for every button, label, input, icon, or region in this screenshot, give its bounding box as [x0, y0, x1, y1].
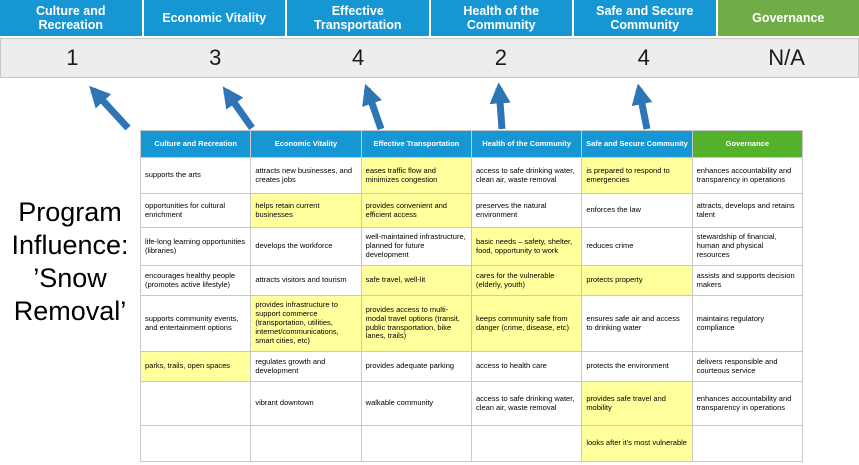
- influence-table: Culture and Recreation Economic Vitality E…: [139, 130, 804, 462]
- table-cell: attracts new businesses, and creates job…: [250, 157, 362, 194]
- table-cell: eases traffic flow and minimizes congest…: [360, 157, 472, 194]
- table-cell: protects property: [581, 265, 693, 296]
- table-cell: vibrant downtown: [250, 381, 362, 426]
- table-cell: supports community events, and entertain…: [139, 295, 252, 352]
- table-cell: safe travel, well-lit: [360, 265, 472, 296]
- table-cell: life-long learning opportunities (librar…: [139, 227, 252, 266]
- category-banner: Culture and Recreation Economic Vitality E…: [0, 0, 859, 36]
- col-header-economic-vitality: Economic Vitality: [250, 130, 362, 158]
- table-cell: reduces crime: [581, 227, 693, 266]
- table-cell: provides infrastructure to support comme…: [250, 295, 362, 352]
- table-cell: access to safe drinking water, clean air…: [470, 381, 583, 426]
- banner-governance: Governance: [717, 0, 859, 36]
- table-row: supports the arts attracts new businesses…: [139, 157, 804, 194]
- table-cell: [139, 381, 252, 426]
- score-effective-transportation: 4: [351, 45, 365, 70]
- table-row: encourages healthy people (promotes acti…: [139, 265, 804, 296]
- table-row: looks after it's most vulnerable: [139, 425, 804, 462]
- table-cell: helps retain current businesses: [250, 193, 362, 228]
- col-header-safe-and-secure-community: Safe and Secure Community: [581, 130, 693, 158]
- col-header-health-of-the-community: Health of the Community: [470, 130, 583, 158]
- table-row: opportunities for cultural enrichment hel…: [139, 193, 804, 228]
- page-title: Program Influence: ’Snow Removal’: [11, 197, 129, 326]
- arrows-layer: [89, 82, 653, 131]
- table-cell: provides convenient and efficient access: [360, 193, 472, 228]
- table-cell: enhances accountability and transparency…: [691, 157, 804, 194]
- banner-culture-and-recreation: Culture and Recreation: [0, 0, 142, 36]
- table-cell: provides access to multi-modal travel op…: [360, 295, 472, 352]
- banner-safe-and-secure-community: Safe and Secure Community: [574, 0, 716, 36]
- score-economic-vitality: 3: [209, 45, 222, 70]
- arrow-icon: [631, 83, 653, 130]
- table-cell: encourages healthy people (promotes acti…: [139, 265, 252, 296]
- table-cell: regulates growth and development: [250, 351, 362, 382]
- table-cell: walkable community: [360, 381, 472, 426]
- table-cell: enforces the law: [581, 193, 693, 228]
- table-cell: keeps community safe from danger (crime,…: [470, 295, 583, 352]
- table-row: vibrant downtown walkable community access…: [139, 381, 804, 426]
- table-cell: basic needs – safety, shelter, food, opp…: [470, 227, 583, 266]
- table-cell: [360, 425, 472, 462]
- table-cell: [470, 425, 583, 462]
- score-governance: N/A: [768, 45, 805, 70]
- score-safe-and-secure-community: 4: [637, 45, 650, 70]
- banner-economic-vitality: Economic Vitality: [143, 0, 285, 36]
- table-cell: develops the workforce: [250, 227, 362, 266]
- table-cell: looks after it's most vulnerable: [581, 425, 693, 462]
- influence-table-wrap: Culture and Recreation Economic Vitality E…: [139, 130, 804, 462]
- table-row: supports community events, and entertain…: [139, 295, 804, 352]
- table-cell: access to health care: [470, 351, 583, 382]
- table-cell: preserves the natural environment: [470, 193, 583, 228]
- arrow-icon: [222, 86, 255, 131]
- table-row: life-long learning opportunities (librar…: [139, 227, 804, 266]
- table-cell: provides adequate parking: [360, 351, 472, 382]
- col-header-culture-and-recreation: Culture and Recreation: [139, 130, 252, 158]
- table-cell: cares for the vulnerable (elderly, youth…: [470, 265, 583, 296]
- table-cell: assists and supports decision makers: [691, 265, 804, 296]
- arrow-icon: [89, 85, 131, 131]
- table-cell: [691, 425, 804, 462]
- table-cell: parks, trails, open spaces: [139, 351, 252, 382]
- table-cell: stewardship of financial, human and phys…: [691, 227, 804, 266]
- table-cell: attracts, develops and retains talent: [691, 193, 804, 228]
- table-cell: protects the environment: [581, 351, 693, 382]
- table-cell: provides safe travel and mobility: [581, 381, 693, 426]
- table-header-row: Culture and Recreation Economic Vitality E…: [139, 130, 804, 158]
- table-cell: delivers responsible and courteous servi…: [691, 351, 804, 382]
- score-health-of-the-community: 2: [494, 45, 508, 70]
- table-cell: opportunities for cultural enrichment: [139, 193, 252, 228]
- table-cell: ensures safe air and access to drinking …: [581, 295, 693, 352]
- table-cell: attracts visitors and tourism: [250, 265, 362, 296]
- table-row: parks, trails, open spaces regulates grow…: [139, 351, 804, 382]
- table-cell: supports the arts: [139, 157, 252, 194]
- banner-health-of-the-community: Health of the Community: [430, 0, 572, 36]
- arrow-icon: [489, 82, 511, 130]
- table-cell: [139, 425, 252, 462]
- table-cell: well-maintained infrastructure, planned …: [360, 227, 472, 266]
- score-row: 1 3 4 2 4 N/A: [0, 38, 859, 78]
- table-cell: is prepared to respond to emergencies: [581, 157, 693, 194]
- arrow-icon: [362, 83, 385, 131]
- score-culture-and-recreation: 1: [66, 45, 79, 70]
- table-cell: maintains regulatory compliance: [691, 295, 804, 352]
- table-cell: access to safe drinking water, clean air…: [470, 157, 583, 194]
- banner-effective-transportation: Effective Transportation: [287, 0, 429, 36]
- table-cell: [250, 425, 362, 462]
- table-cell: enhances accountability and transparency…: [691, 381, 804, 426]
- col-header-effective-transportation: Effective Transportation: [360, 130, 472, 158]
- col-header-governance: Governance: [691, 130, 804, 158]
